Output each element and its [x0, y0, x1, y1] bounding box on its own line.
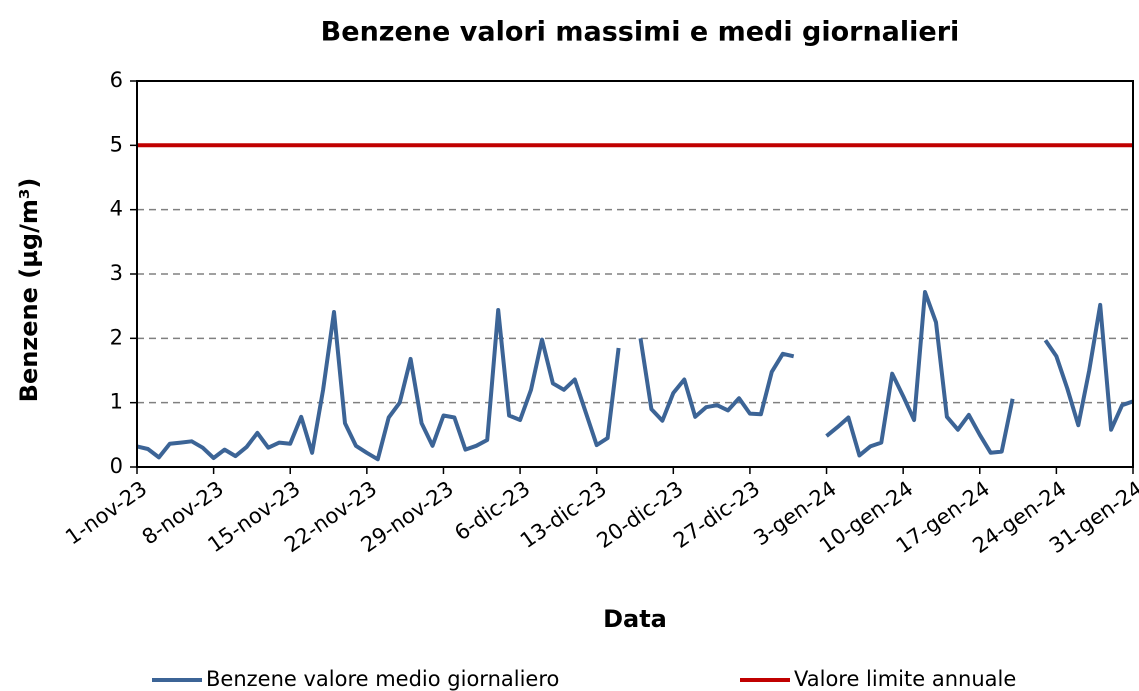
- x-tick-label: 13-dic-23: [516, 476, 611, 553]
- plot-border: [136, 80, 1134, 468]
- legend-label: Valore limite annuale: [794, 667, 1016, 691]
- x-axis-title: Data: [603, 605, 667, 633]
- y-tick-label: 5: [110, 132, 123, 156]
- y-tick-label: 3: [110, 261, 123, 285]
- y-axis-title: Benzene (µg/m³): [15, 178, 43, 403]
- series-line: [136, 290, 1134, 462]
- x-tick-label: 27-dic-23: [669, 476, 764, 553]
- y-tick-label: 1: [110, 390, 123, 414]
- legend-label: Benzene valore medio giornaliero: [206, 667, 559, 691]
- y-tick-label: 2: [110, 325, 123, 349]
- y-tick-label: 4: [110, 197, 123, 221]
- x-tick-label: 20-dic-23: [592, 476, 687, 553]
- y-tick-label: 0: [110, 454, 123, 478]
- chart-title: Benzene valori massimi e medi giornalier…: [321, 17, 960, 48]
- y-tick-label: 6: [110, 68, 123, 92]
- x-tick-label: 1-nov-23: [61, 476, 151, 549]
